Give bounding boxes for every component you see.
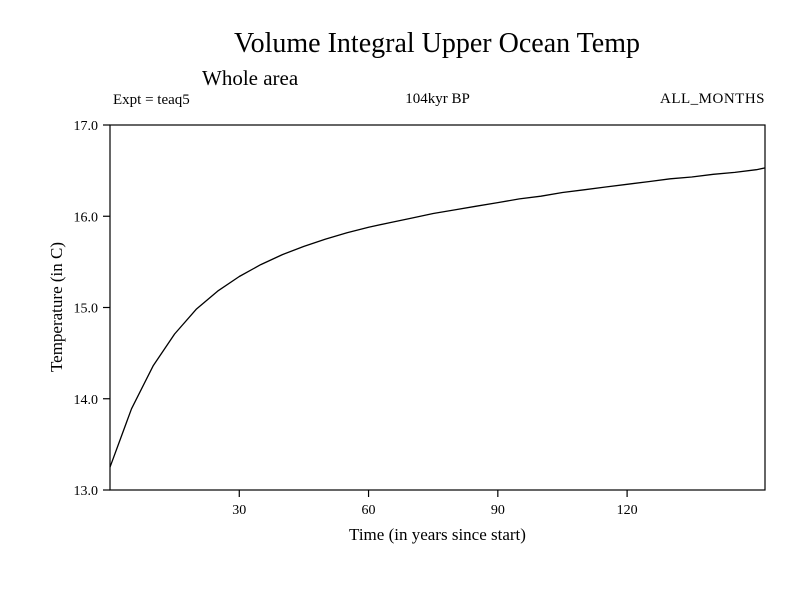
y-tick-label: 13.0 — [74, 484, 99, 499]
y-tick-label: 16.0 — [74, 210, 99, 225]
x-tick-label: 30 — [232, 503, 246, 518]
y-tick-label: 15.0 — [74, 302, 99, 317]
annotation-time-period: 104kyr BP — [405, 91, 470, 107]
annotation-experiment: Expt = teaq5 — [113, 92, 190, 108]
x-tick-label: 90 — [491, 503, 505, 518]
chart-title: Volume Integral Upper Ocean Temp — [234, 28, 640, 59]
x-tick-label: 120 — [617, 503, 638, 518]
y-tick-label: 14.0 — [74, 393, 99, 408]
chart-subtitle: Whole area — [202, 66, 299, 90]
annotation-months: ALL_MONTHS — [660, 91, 765, 107]
temperature-line — [109, 167, 766, 468]
x-axis-label: Time (in years since start) — [349, 525, 526, 544]
x-tick-label: 60 — [362, 503, 376, 518]
y-tick-label: 17.0 — [74, 119, 99, 134]
